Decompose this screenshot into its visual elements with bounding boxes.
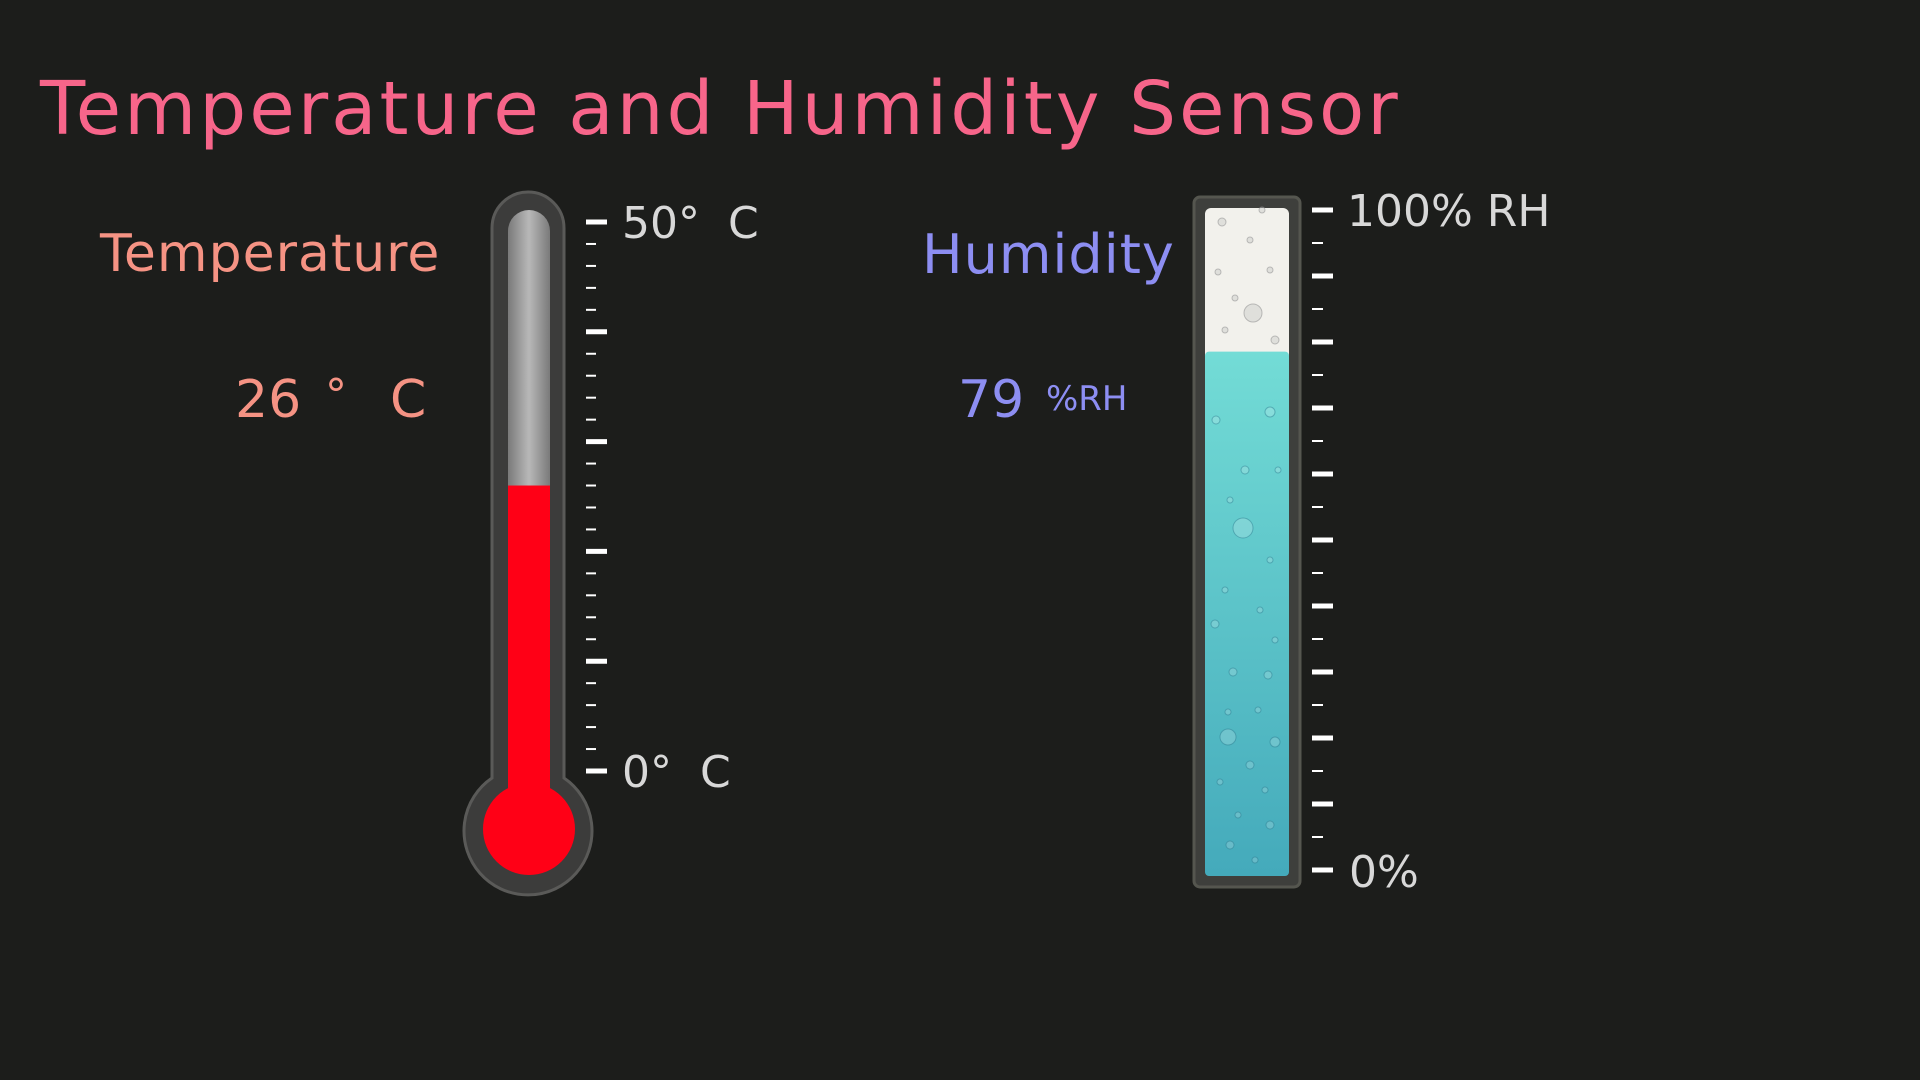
humidity-scale-max-label: 100% RH	[1347, 186, 1551, 237]
thermometer-bulb	[483, 783, 575, 875]
bubble	[1265, 820, 1275, 830]
humidity-water-fill	[1205, 351, 1289, 877]
bubble	[1224, 708, 1232, 716]
bubble	[1256, 606, 1264, 614]
bubble	[1270, 335, 1280, 345]
bubble	[1245, 760, 1255, 770]
page-title: Temperature and Humidity Sensor	[40, 66, 1401, 152]
bubble	[1264, 406, 1276, 418]
humidity-value: 79	[958, 370, 1025, 430]
bubble	[1231, 294, 1239, 302]
bubble	[1261, 786, 1269, 794]
bubble	[1234, 811, 1242, 819]
bubble	[1226, 496, 1234, 504]
thermometer	[462, 190, 607, 897]
thermometer-mercury-fill	[508, 485, 550, 829]
temperature-degree-symbol: °	[325, 370, 347, 421]
bubble	[1221, 586, 1229, 594]
bubble	[1216, 778, 1224, 786]
bubble	[1232, 517, 1254, 539]
temperature-scale-max-label: 50° C	[622, 198, 759, 249]
bubble	[1210, 619, 1220, 629]
bubble	[1211, 415, 1221, 425]
bubble	[1274, 466, 1282, 474]
temperature-label: Temperature	[100, 224, 441, 284]
bubble	[1217, 217, 1227, 227]
bubble	[1240, 465, 1250, 475]
bubble	[1254, 706, 1262, 714]
bubble	[1266, 266, 1274, 274]
humidity-label: Humidity	[922, 223, 1175, 286]
bubble	[1214, 268, 1222, 276]
bubble	[1221, 326, 1229, 334]
bubble	[1266, 556, 1274, 564]
thermometer-ticks	[586, 219, 607, 774]
humidity-scale-min-label: 0%	[1349, 847, 1419, 898]
humidity-bubbles	[1210, 206, 1282, 864]
bubble	[1271, 636, 1279, 644]
humidity-tank	[1192, 195, 1333, 889]
bubble	[1269, 736, 1281, 748]
bubble	[1246, 236, 1254, 244]
humidity-ticks	[1312, 207, 1333, 873]
temperature-scale-min-label: 0° C	[622, 747, 731, 798]
bubble	[1243, 303, 1263, 323]
bubble	[1228, 667, 1238, 677]
bubble	[1263, 670, 1273, 680]
bubble	[1258, 206, 1266, 214]
temperature-unit: C	[390, 370, 427, 430]
bubble	[1251, 856, 1259, 864]
temperature-value: 26	[235, 370, 302, 430]
bubble	[1225, 840, 1235, 850]
bubble	[1219, 728, 1237, 746]
humidity-unit: %RH	[1046, 379, 1128, 419]
